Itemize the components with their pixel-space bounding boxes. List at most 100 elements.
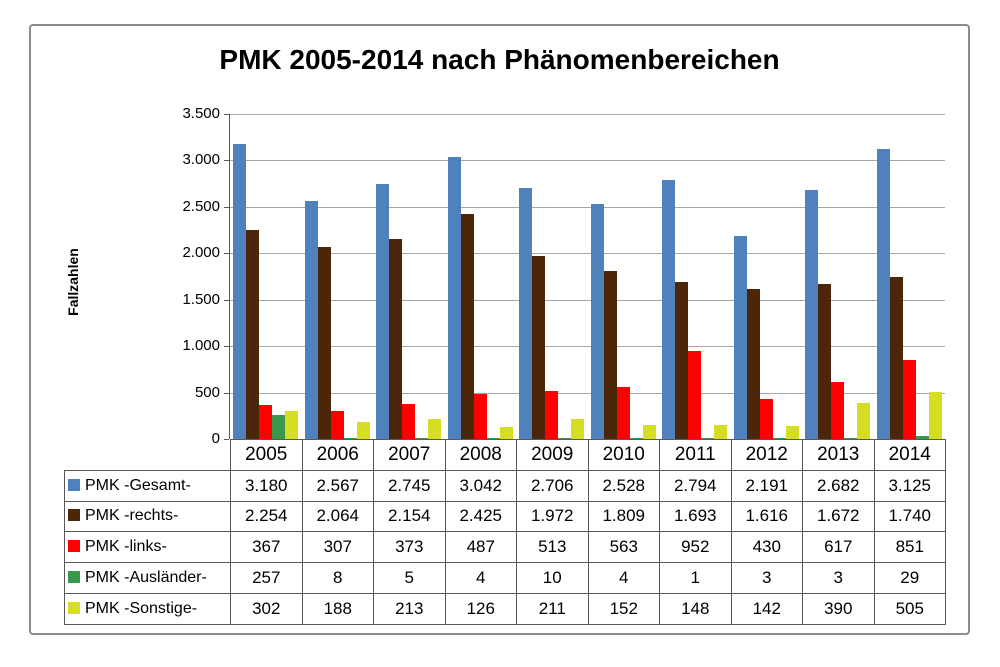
- y-axis-tick: [224, 253, 229, 255]
- legend-swatch-icon: [68, 601, 80, 614]
- bar-pmk-sonstige-2008: [499, 427, 513, 439]
- year-header: 2005: [230, 439, 303, 471]
- gridline: [230, 253, 945, 255]
- bar-pmk-ausl-nder-2012: [772, 438, 786, 439]
- value-cell: 188: [301, 592, 374, 625]
- value-cell: 307: [301, 531, 374, 564]
- chart-frame: PMK 2005-2014 nach Phänomenbereichen Fal…: [29, 24, 970, 635]
- y-axis-line: [229, 114, 230, 439]
- value-cell: 4: [444, 562, 517, 594]
- value-cell: 148: [659, 592, 732, 625]
- bar-pmk-rechts-2005: [246, 229, 260, 439]
- bar-pmk-gesamt-2009: [519, 187, 533, 439]
- bar-pmk-rechts-2014: [889, 277, 903, 439]
- value-cell: 2.682: [802, 469, 875, 502]
- value-cell: 2.064: [301, 500, 374, 533]
- bar-pmk-ausl-nder-2014: [915, 436, 929, 439]
- value-cell: 10: [516, 562, 589, 594]
- year-header: 2014: [873, 439, 946, 471]
- gridline: [230, 299, 945, 301]
- bar-pmk-gesamt-2011: [662, 179, 676, 439]
- year-header: 2010: [587, 439, 660, 471]
- series-name: PMK -Ausländer-: [85, 569, 207, 587]
- bar-pmk-links-2006: [330, 410, 344, 439]
- value-cell: 1.672: [802, 500, 875, 533]
- value-cell: 367: [230, 531, 303, 564]
- y-axis-tick-label: 500: [194, 383, 220, 401]
- y-axis-tick-label: 3.000: [182, 151, 220, 169]
- value-cell: 3: [730, 562, 803, 594]
- table-header-row: 2005 2006 2007 2008 2009 2010 2011 2012 2013 2014: [64, 439, 946, 471]
- bar-pmk-links-2009: [545, 391, 559, 439]
- value-cell: 1.809: [587, 500, 660, 533]
- legend-swatch-icon: [68, 478, 80, 491]
- bar-pmk-gesamt-2013: [805, 189, 819, 439]
- data-table: 2005 2006 2007 2008 2009 2010 2011 2012 2013 2014…: [64, 439, 946, 625]
- bar-pmk-links-2014: [902, 359, 916, 439]
- value-cell: 430: [730, 531, 803, 564]
- gridline: [230, 114, 945, 115]
- value-cell: 2.191: [730, 469, 803, 502]
- series-label-cell: PMK -links-: [64, 531, 231, 564]
- y-axis-tick: [224, 346, 229, 348]
- bar-pmk-ausl-nder-2009: [558, 438, 572, 439]
- bar-pmk-ausl-nder-2007: [415, 438, 429, 439]
- plot-area: [224, 114, 945, 440]
- value-cell: 3.180: [230, 469, 303, 502]
- value-cell: 2.706: [516, 469, 589, 502]
- legend-swatch-icon: [68, 509, 80, 522]
- bar-pmk-gesamt-2007: [376, 184, 390, 439]
- bar-pmk-ausl-nder-2006: [343, 438, 357, 439]
- y-axis-tick-label: 3.500: [182, 105, 220, 122]
- value-cell: 4: [587, 562, 660, 594]
- bar-pmk-rechts-2013: [818, 283, 832, 439]
- value-cell: 3.042: [444, 469, 517, 502]
- value-cell: 1.740: [873, 500, 946, 533]
- y-axis-tick: [224, 299, 229, 301]
- value-cell: 2.745: [373, 469, 446, 502]
- bar-pmk-sonstige-2010: [642, 424, 656, 439]
- bar-pmk-links-2008: [473, 393, 487, 439]
- value-cell: 3.125: [873, 469, 946, 502]
- value-cell: 2.154: [373, 500, 446, 533]
- value-cell: 257: [230, 562, 303, 594]
- y-axis-tick: [224, 114, 229, 115]
- y-axis-tick-label: 0: [211, 430, 220, 447]
- bar-pmk-links-2011: [688, 350, 702, 439]
- table-row: PMK -links- 367 307 373 487 513 563 952 430 617 85…: [64, 531, 946, 564]
- bar-pmk-gesamt-2008: [447, 156, 461, 439]
- table-row: PMK -rechts- 2.254 2.064 2.154 2.425 1.972 1.8…: [64, 500, 946, 533]
- year-header: 2013: [802, 439, 875, 471]
- value-cell: 29: [873, 562, 946, 594]
- y-axis-tick: [224, 206, 229, 208]
- bar-pmk-rechts-2010: [603, 271, 617, 439]
- value-cell: 563: [587, 531, 660, 564]
- bar-pmk-links-2005: [259, 404, 273, 439]
- bar-pmk-rechts-2011: [675, 281, 689, 439]
- bar-pmk-sonstige-2009: [571, 419, 585, 439]
- y-axis-title: Fallzahlen: [65, 248, 81, 316]
- gridline: [230, 206, 945, 208]
- value-cell: 152: [587, 592, 660, 625]
- value-cell: 2.794: [659, 469, 732, 502]
- value-cell: 142: [730, 592, 803, 625]
- value-cell: 1: [659, 562, 732, 594]
- y-axis-tick: [224, 392, 229, 394]
- series-label-cell: PMK -Sonstige-: [64, 592, 231, 625]
- series-label-cell: PMK -rechts-: [64, 500, 231, 533]
- bar-pmk-ausl-nder-2010: [629, 438, 643, 439]
- bar-pmk-sonstige-2006: [356, 421, 370, 439]
- bar-pmk-links-2013: [831, 381, 845, 439]
- value-cell: 390: [802, 592, 875, 625]
- bar-pmk-gesamt-2012: [733, 235, 747, 439]
- year-header: 2007: [373, 439, 446, 471]
- value-cell: 505: [873, 592, 946, 625]
- value-cell: 3: [802, 562, 875, 594]
- year-header: 2012: [730, 439, 803, 471]
- bar-pmk-rechts-2007: [389, 239, 403, 439]
- year-header: 2008: [444, 439, 517, 471]
- value-cell: 851: [873, 531, 946, 564]
- bar-pmk-links-2007: [402, 404, 416, 439]
- bar-pmk-links-2010: [616, 386, 630, 439]
